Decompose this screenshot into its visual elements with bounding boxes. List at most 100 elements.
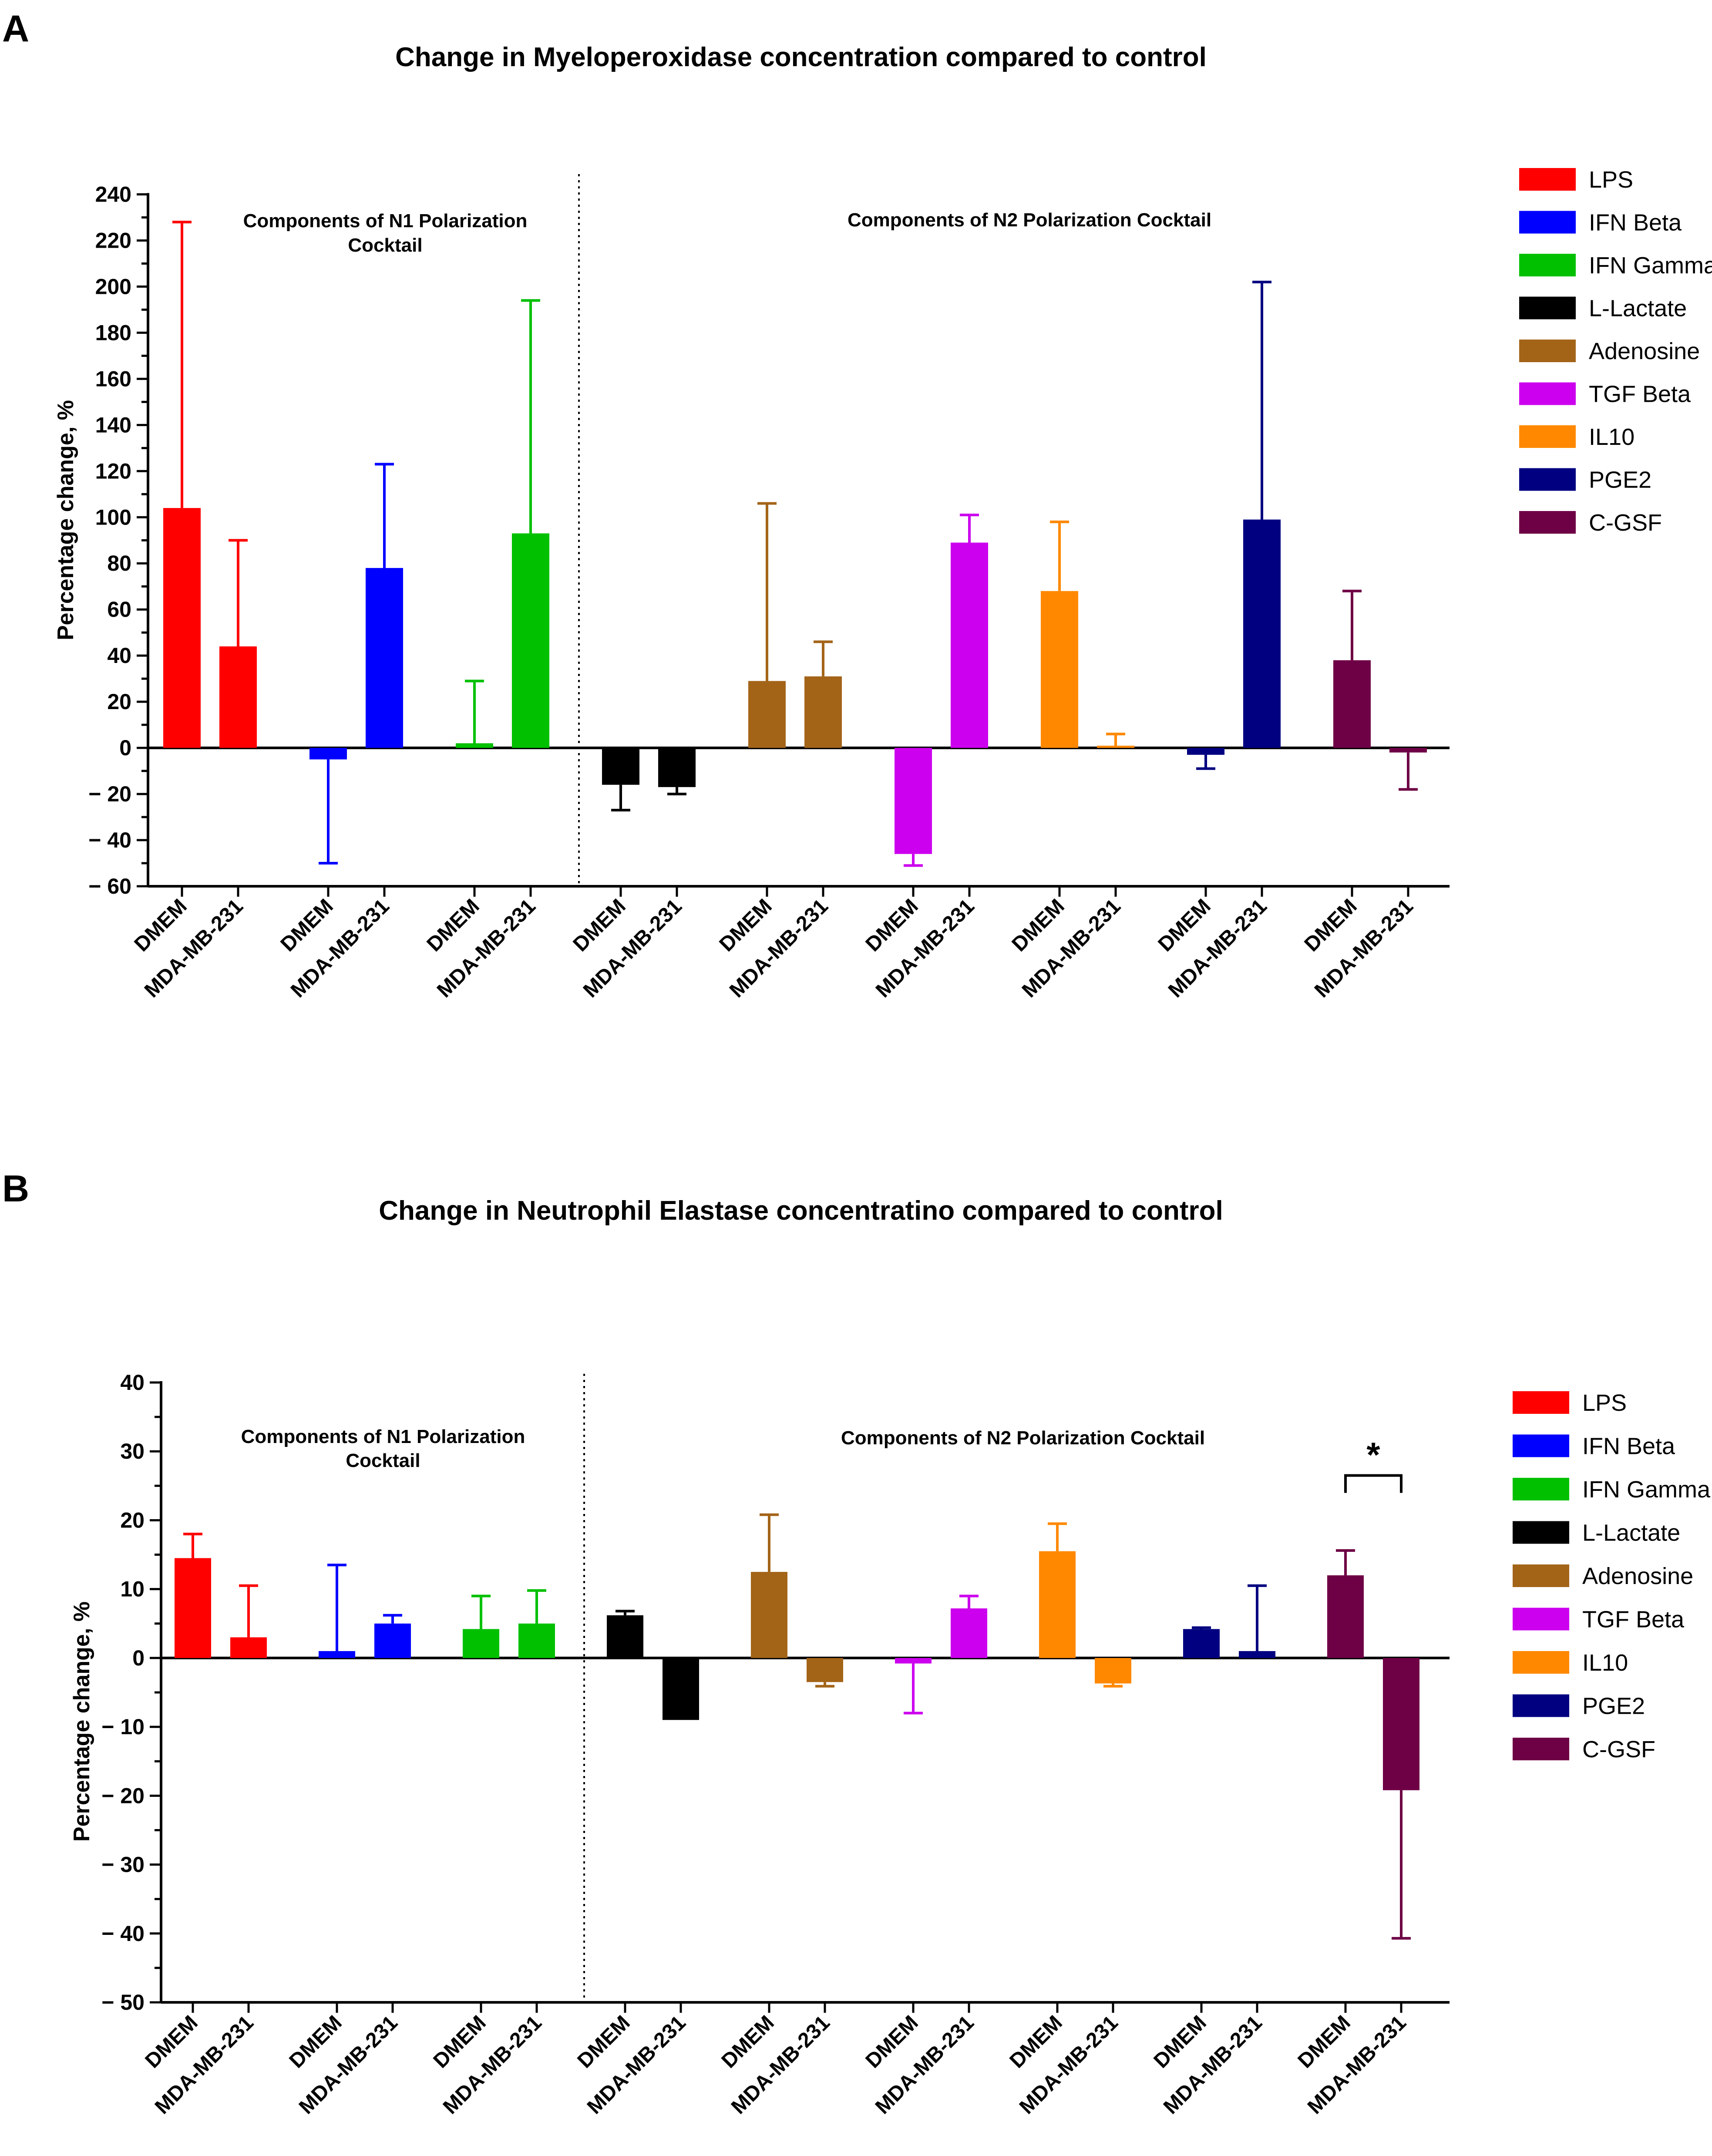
bar-ifn-beta-dmem [309,748,347,760]
y-tick-label: 30 [120,1439,145,1463]
y-tick-label: 80 [107,551,131,575]
panel-a-n2-annotation: Components of N2 Polarization Cocktail [848,209,1211,231]
y-tick-label: 200 [95,274,131,299]
bar-adenosine-dmem [748,681,786,748]
legend-swatch-ifn-beta [1519,211,1576,234]
panel-a-bars [163,221,1427,867]
bar-pge2-mda-mb-231 [1239,1651,1275,1658]
y-tick-label: 60 [107,597,131,622]
bar-l-lactate-mda-mb-231 [663,1658,699,1720]
y-tick-label: − 50 [101,1990,145,2015]
y-tick-label: 120 [95,459,131,483]
legend-label-ifn-beta: IFN Beta [1589,210,1682,236]
legend-swatch-tgf-beta [1513,1608,1569,1631]
panel-b-bars [175,1513,1419,1940]
x-tick-label: MDA-MB-231 [433,895,540,1002]
legend-swatch-il10 [1513,1651,1569,1674]
bar-l-lactate-mda-mb-231 [658,748,696,787]
panel-a-n1-annotation-line1: Components of N1 Polarization [243,210,528,232]
y-tick-label: − 40 [88,828,131,852]
y-tick-label: 20 [107,690,131,714]
bar-lps-mda-mb-231 [230,1637,267,1658]
x-tick-label: MDA-MB-231 [871,895,979,1002]
panel-a-label: A [2,8,29,50]
bar-ifn-gamma-dmem [456,743,493,748]
legend-label-c-gsf: C-GSF [1582,1736,1655,1762]
bar-pge2-dmem [1183,1629,1220,1658]
bar-il10-dmem [1041,591,1078,748]
legend-swatch-tgf-beta [1519,382,1576,405]
panel-a-n1-annotation-line2: Cocktail [348,235,422,256]
legend-label-il10: IL10 [1582,1650,1628,1676]
y-tick-label: 240 [95,182,131,206]
significance-bracket [1344,1474,1403,1493]
legend-swatch-ifn-beta [1513,1434,1569,1457]
legend-label-adenosine: Adenosine [1589,338,1700,364]
y-tick-label: 140 [95,413,131,437]
panel-b-title: Change in Neutrophil Elastase concentrat… [379,1196,1223,1226]
y-tick-label: − 10 [101,1715,145,1739]
legend-label-pge2: PGE2 [1582,1693,1645,1719]
x-tick-label: MDA-MB-231 [727,2011,834,2119]
legend-swatch-adenosine [1513,1564,1569,1587]
legend-label-pge2: PGE2 [1589,467,1651,493]
x-tick-label: MDA-MB-231 [579,895,686,1002]
legend-swatch-pge2 [1519,468,1576,491]
bar-il10-mda-mb-231 [1095,1658,1131,1684]
x-tick-label: MDA-MB-231 [583,2011,690,2119]
legend-swatch-c-gsf [1513,1738,1569,1760]
bar-c-gsf-dmem [1327,1575,1364,1658]
x-tick-label: MDA-MB-231 [1164,895,1271,1002]
bar-pge2-dmem [1187,748,1224,755]
x-tick-label: MDA-MB-231 [1159,2011,1267,2119]
legend-label-lps: LPS [1589,167,1633,193]
x-tick-label: MDA-MB-231 [1310,895,1418,1002]
significance-marker: * [1366,1436,1380,1474]
legend-label-adenosine: Adenosine [1582,1563,1693,1589]
legend-label-tgf-beta: TGF Beta [1589,381,1691,407]
x-tick-label: MDA-MB-231 [286,895,394,1002]
y-tick-label: 0 [132,1646,145,1670]
bar-tgf-beta-mda-mb-231 [951,1608,987,1658]
y-tick-label: − 60 [88,874,131,898]
bar-tgf-beta-mda-mb-231 [951,542,988,748]
x-tick-label: MDA-MB-231 [1303,2011,1411,2119]
bar-l-lactate-dmem [607,1615,643,1658]
legend-label-c-gsf: C-GSF [1589,510,1662,536]
panel-a-y-axis-label: Percentage change, % [53,400,78,640]
legend-swatch-il10 [1519,425,1576,448]
bar-il10-dmem [1039,1551,1076,1658]
y-tick-label: 180 [95,320,131,345]
legend-swatch-pge2 [1513,1694,1569,1717]
x-tick-label: MDA-MB-231 [725,895,833,1002]
bar-ifn-gamma-dmem [463,1629,499,1658]
bar-adenosine-dmem [751,1572,787,1658]
bar-lps-dmem [175,1558,211,1658]
legend-label-il10: IL10 [1589,424,1635,450]
y-tick-label: − 40 [101,1921,145,1946]
panel-a-title: Change in Myeloperoxidase concentration … [395,42,1207,72]
x-tick-label: MDA-MB-231 [295,2011,402,2119]
bar-ifn-gamma-mda-mb-231 [512,533,549,748]
bar-adenosine-mda-mb-231 [804,676,842,748]
y-tick-label: 160 [95,367,131,391]
legend-label-tgf-beta: TGF Beta [1582,1607,1685,1633]
legend-swatch-l-lactate [1513,1521,1569,1544]
y-tick-label: 40 [107,643,131,668]
bar-ifn-beta-dmem [319,1651,355,1658]
y-tick-label: 20 [120,1508,145,1532]
legend-swatch-lps [1519,168,1576,191]
y-tick-label: − 30 [101,1853,145,1877]
y-tick-label: − 20 [101,1783,145,1808]
panel-a: A Change in Myeloperoxidase concentratio… [2,8,1712,1002]
x-tick-label: MDA-MB-231 [871,2011,979,2119]
x-tick-label: MDA-MB-231 [140,895,248,1002]
legend-label-ifn-gamma: IFN Gamma [1582,1477,1711,1503]
bar-lps-dmem [163,508,201,748]
panel-b-n1-annotation-line1: Components of N1 Polarization [241,1426,525,1447]
panel-b-legend: LPS IFN Beta IFN Gamma L-Lactate Adenosine TG… [1513,1390,1711,1762]
legend-label-ifn-beta: IFN Beta [1582,1433,1675,1460]
legend-swatch-l-lactate [1519,296,1576,320]
